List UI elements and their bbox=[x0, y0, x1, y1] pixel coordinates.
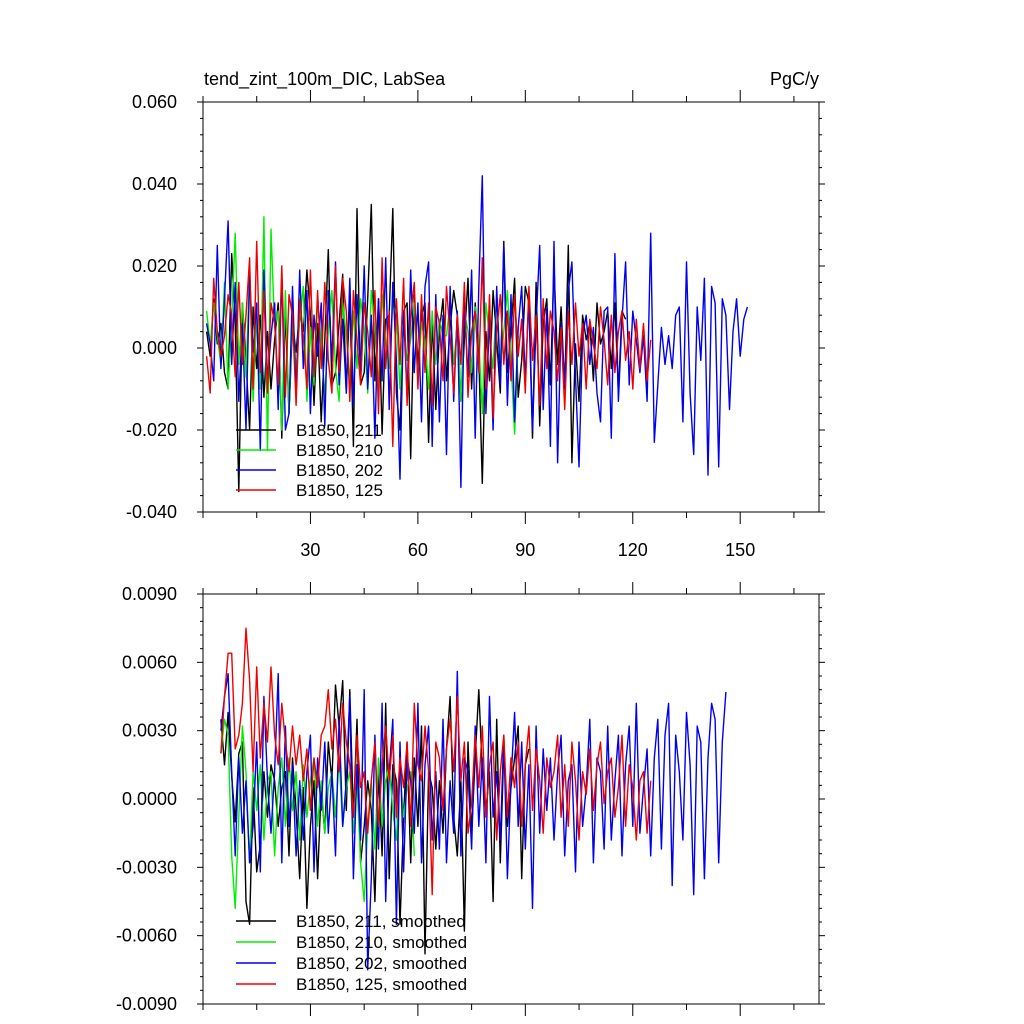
bottom-chart-panel: -0.0090 -0.0060 -0.0030 0.0000 0.0030 0.0060 0… bbox=[116, 582, 825, 1016]
bottom-chart-y-tick-label: 0.0060 bbox=[122, 652, 177, 672]
top-chart-x-tick-label: 150 bbox=[725, 540, 755, 560]
bottom-chart-legend-label: B1850, 210, smoothed bbox=[296, 933, 467, 952]
top-chart-title: tend_zint_100m_DIC, LabSea bbox=[204, 69, 446, 90]
bottom-chart-series-line-3 bbox=[220, 627, 652, 896]
top-chart-legend-label: B1850, 210 bbox=[296, 441, 383, 460]
top-chart-y-tick-label: 0.040 bbox=[132, 174, 177, 194]
top-chart-plot-frame bbox=[202, 101, 820, 513]
bottom-chart-legend-label: B1850, 125, smoothed bbox=[296, 975, 467, 994]
bottom-chart-y-tick-label: 0.0090 bbox=[122, 584, 177, 604]
top-chart-legend-label: B1850, 202 bbox=[296, 461, 383, 480]
bottom-chart-y-tick-label: 0.0030 bbox=[122, 721, 177, 741]
top-chart-x-tick-label: 60 bbox=[408, 540, 428, 560]
bottom-chart-series-line-0 bbox=[220, 679, 530, 955]
top-chart-y-tick-label: -0.020 bbox=[126, 420, 177, 440]
top-chart-x-tick-label: 30 bbox=[300, 540, 320, 560]
bottom-chart-y-tick-label: -0.0090 bbox=[116, 994, 177, 1014]
bottom-chart-legend-label: B1850, 211, smoothed bbox=[296, 912, 466, 931]
top-chart-y-tick-label: -0.040 bbox=[126, 502, 177, 522]
top-chart-tick-layer: -0.040 -0.020 0.000 0.020 0.040 0.060 30 60 90 12… bbox=[126, 90, 825, 560]
bottom-chart-y-tick-label: 0.0000 bbox=[122, 789, 177, 809]
top-chart-x-tick-label: 90 bbox=[515, 540, 535, 560]
bottom-chart-tick-layer: -0.0090 -0.0060 -0.0030 0.0000 0.0030 0.0060 0… bbox=[116, 582, 825, 1016]
top-chart-y-tick-label: 0.020 bbox=[132, 256, 177, 276]
top-chart-legend-label: B1850, 125 bbox=[296, 481, 383, 500]
top-chart-y-tick-label: 0.060 bbox=[132, 92, 177, 112]
top-chart-x-tick-label: 120 bbox=[618, 540, 648, 560]
bottom-chart-legend-label: B1850, 202, smoothed bbox=[296, 954, 467, 973]
bottom-chart-y-tick-label: -0.0060 bbox=[116, 926, 177, 946]
top-chart-units: PgC/y bbox=[770, 69, 819, 89]
top-chart-series-layer bbox=[205, 175, 749, 493]
bottom-chart-legend: B1850, 211, smoothed B1850, 210, smoothed… bbox=[236, 912, 467, 994]
top-chart-series-line-3 bbox=[205, 240, 652, 448]
bottom-chart-series-line-2 bbox=[220, 670, 727, 971]
bottom-chart-series-layer bbox=[220, 627, 727, 971]
bottom-chart-y-tick-label: -0.0030 bbox=[116, 857, 177, 877]
top-chart-legend-label: B1850, 211 bbox=[296, 421, 382, 440]
top-chart-panel: tend_zint_100m_DIC, LabSea PgC/y -0.040-… bbox=[126, 69, 825, 560]
top-chart-y-tick-label: 0.000 bbox=[132, 338, 177, 358]
